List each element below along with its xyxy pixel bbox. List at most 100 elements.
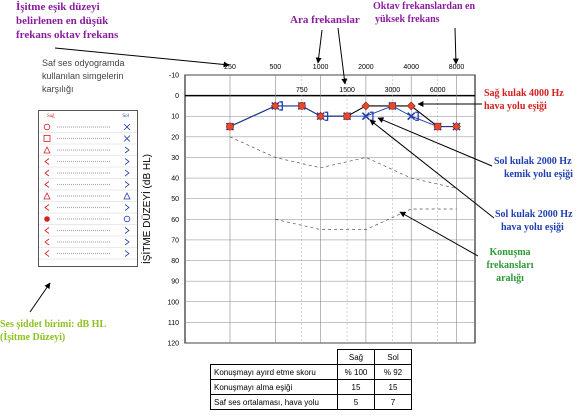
legend-left-bracket-icon bbox=[124, 250, 130, 257]
legend-right-triangle-icon bbox=[43, 192, 51, 200]
threshold-arrow bbox=[54, 47, 230, 68]
left-bone-bracket-marker bbox=[279, 101, 283, 111]
left-air-note: Sol kulak 2000 Hz hava yolu eşiği bbox=[495, 208, 573, 234]
legend-header-right: Sağ bbox=[47, 113, 55, 119]
mid-tick-label: 750 bbox=[296, 87, 308, 94]
legend-left-bracket-icon bbox=[124, 158, 130, 165]
legend-left-triangle-icon bbox=[123, 192, 131, 200]
y-tick-label: 80 bbox=[171, 258, 179, 265]
left-bone-arrow bbox=[377, 117, 493, 167]
left-bone-line-2: kemik yolu eşiği bbox=[504, 169, 573, 180]
right-air-circle-marker bbox=[297, 102, 306, 110]
left-air-arrow bbox=[369, 119, 495, 219]
right-air-circle-marker bbox=[226, 122, 234, 131]
score-table: Sağ Sol Konuşmayı ayırd etme skoru % 100… bbox=[210, 349, 412, 410]
y-tick-label: 60 bbox=[171, 217, 179, 224]
octave-high-arrow bbox=[452, 27, 459, 65]
speech-range-line-3: aralığı bbox=[496, 273, 524, 284]
octave-tick-label: 4000 bbox=[403, 64, 419, 71]
y-tick-label: -10 bbox=[169, 73, 179, 80]
score-row: Konuşmayı ayırd etme skoru % 100 % 92 bbox=[210, 364, 412, 380]
legend-left-circle-icon bbox=[123, 215, 131, 223]
octave-high-line-2: yüksek frekans bbox=[375, 14, 440, 25]
legend-left-x-icon bbox=[123, 123, 131, 131]
octave-tick-label: 250 bbox=[224, 64, 236, 71]
y-tick-label: 100 bbox=[167, 299, 179, 306]
score-row-right: 15 bbox=[337, 379, 375, 395]
y-tick-label: 110 bbox=[168, 320, 179, 327]
plot-frame bbox=[184, 74, 476, 344]
left-bone-line-1: Sol kulak 2000 Hz bbox=[494, 156, 572, 167]
left-air-x-marker bbox=[361, 112, 370, 121]
legend-right-filled-circle-icon bbox=[44, 216, 50, 222]
left-air-x-marker bbox=[407, 112, 416, 121]
legend-left-bracket-icon bbox=[124, 227, 130, 234]
threshold-note-line-2: belirlenen en düşük bbox=[16, 15, 109, 27]
mid-tick-label: 6000 bbox=[430, 87, 446, 94]
unit-arrow bbox=[29, 282, 51, 313]
threshold-note-line-3: frekans oktav frekans bbox=[16, 29, 119, 41]
right-air-diamond-marker bbox=[316, 111, 326, 121]
y-tick-label: 120 bbox=[167, 341, 179, 348]
symbols-note-line-1: Saf ses odyogramda bbox=[42, 58, 125, 68]
right-air-line-1: Sağ kulak 4000 Hz bbox=[484, 88, 564, 99]
legend-left-bracket-icon bbox=[124, 238, 130, 246]
score-row-left: 15 bbox=[374, 379, 412, 395]
left-bone-note: Sol kulak 2000 Hz kemik yolu eşiği bbox=[494, 155, 573, 181]
legend-header: Sağ Sol bbox=[39, 111, 137, 121]
y-tick-label: 10 bbox=[171, 114, 179, 121]
score-row: Konuşmayı alma eşiği 15 15 bbox=[210, 379, 412, 395]
legend-right-bracket-icon bbox=[44, 158, 50, 165]
legend-right-bracket-icon bbox=[44, 181, 50, 188]
legend-left-bracket-icon bbox=[124, 204, 130, 211]
y-axis-label: İŞİTME DÜZEYİ (dB HL) bbox=[140, 154, 153, 264]
mid-frequency-arrow bbox=[337, 27, 348, 85]
score-header-left: Sol bbox=[374, 349, 412, 365]
score-row-right: 5 bbox=[337, 394, 375, 410]
unit-note-line-2: (İşitme Düzeyi) bbox=[0, 332, 66, 343]
legend-right-square-icon bbox=[43, 135, 51, 142]
mid-frequency-arrow-2 bbox=[315, 29, 323, 64]
legend-right-circle-icon bbox=[43, 123, 51, 131]
score-row: Saf ses ortalaması, hava yolu 5 7 bbox=[210, 394, 412, 410]
mid-frequency-note: Ara frekanslar bbox=[290, 14, 360, 26]
right-air-diamond-marker bbox=[452, 122, 461, 131]
octave-tick-label: 8000 bbox=[449, 64, 465, 71]
legend-left-bracket-icon bbox=[124, 181, 130, 188]
legend-right-bracket-icon bbox=[44, 250, 50, 257]
octave-high-note: Oktav frekanslardan en yüksek frekans bbox=[373, 0, 475, 26]
speech-range-note: Konuşma frekansları aralığı bbox=[480, 246, 540, 285]
left-bone-bracket-marker bbox=[415, 111, 419, 121]
left-bone-bracket-marker bbox=[324, 111, 329, 121]
score-row-left: % 92 bbox=[374, 364, 412, 380]
speech-range-lower bbox=[275, 208, 457, 230]
legend-right-bracket-icon bbox=[44, 204, 50, 211]
legend-right-triangle-icon bbox=[43, 146, 51, 154]
right-air-line-2: hava yolu eşiği bbox=[484, 101, 547, 112]
octave-high-line-1: Oktav frekanslardan en bbox=[373, 1, 476, 12]
y-tick-label: 30 bbox=[171, 155, 179, 162]
score-row-label: Saf ses ortalaması, hava yolu bbox=[210, 394, 338, 410]
y-tick-label: 90 bbox=[171, 279, 179, 286]
y-tick-label: 50 bbox=[171, 196, 179, 203]
legend-right-bracket-icon bbox=[44, 169, 50, 177]
right-air-diamond-marker bbox=[270, 101, 280, 111]
symbols-note-line-2: kullanılan simgelerin bbox=[42, 71, 124, 81]
unit-note: Ses şiddet birimi: dB HL (İşitme Düzeyi) bbox=[0, 318, 106, 344]
right-air-diamond-marker bbox=[361, 101, 371, 111]
right-air-circle-marker bbox=[433, 122, 442, 131]
legend-header-left: Sol bbox=[122, 113, 129, 119]
left-air-line-1: Sol kulak 2000 Hz bbox=[495, 209, 573, 220]
y-tick-label: 0 bbox=[175, 93, 179, 100]
score-table-header: Sağ Sol bbox=[211, 349, 412, 365]
legend-right-bracket-icon bbox=[44, 227, 50, 234]
speech-range-arrow bbox=[399, 211, 479, 257]
octave-tick-label: 2000 bbox=[358, 64, 374, 71]
y-tick-label: 70 bbox=[171, 237, 179, 244]
octave-tick-label: 1000 bbox=[313, 64, 329, 71]
mid-tick-label: 3000 bbox=[385, 87, 401, 94]
threshold-note-line-1: İşitme eşik düzeyi bbox=[16, 1, 100, 13]
right-air-circle-marker bbox=[343, 112, 351, 121]
speech-range-upper bbox=[229, 136, 457, 189]
